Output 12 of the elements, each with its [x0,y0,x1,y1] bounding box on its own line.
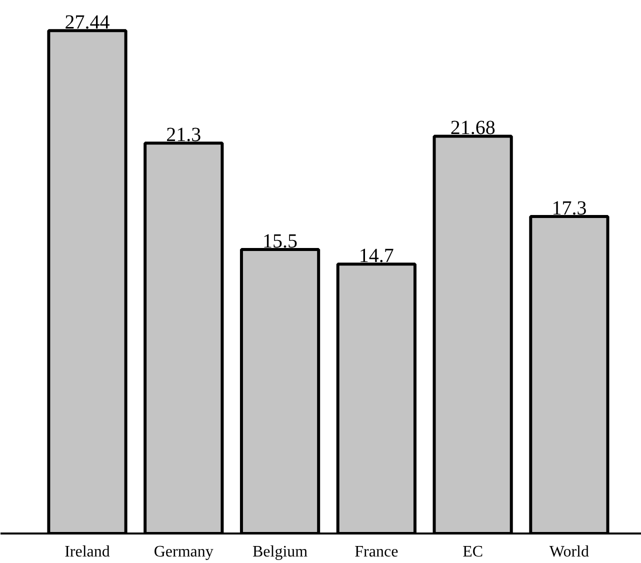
data-label: 15.5 [262,230,298,252]
x-tick-label: EC [462,544,484,560]
x-tick-label: Germany [154,544,214,560]
data-label: 27.44 [64,12,110,34]
data-label: 21.68 [450,117,496,140]
x-tick-label: Ireland [64,544,110,560]
data-label: 17.3 [552,197,587,220]
data-label: 14.7 [358,245,394,268]
x-tick-label: World [549,544,590,560]
data-label: 21.3 [166,124,202,146]
x-tick-label: France [354,544,398,560]
x-tick-label: Belgium [252,544,308,560]
